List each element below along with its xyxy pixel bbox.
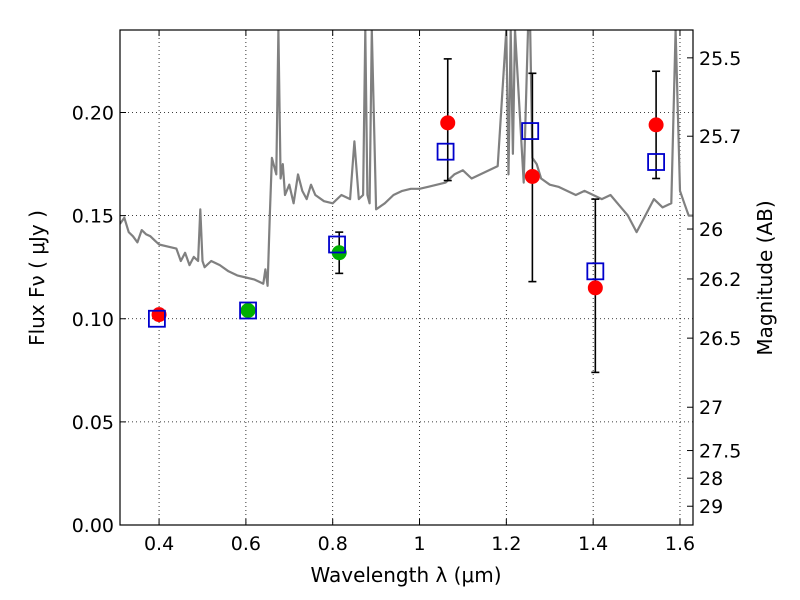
model-flux-square <box>147 309 166 328</box>
x-tick-label: 0.6 <box>231 533 261 555</box>
x-tick-label: 1 <box>413 533 425 555</box>
model-flux-square <box>436 142 455 161</box>
y-tick-label: 0.00 <box>72 515 114 537</box>
model-flux-square <box>239 301 257 320</box>
right-tick-label: 26.2 <box>699 269 741 291</box>
right-tick-label: 26.5 <box>699 328 741 350</box>
x-tick-label: 1.2 <box>491 533 521 555</box>
model-spectrum-line <box>120 30 693 287</box>
y-tick-label: 0.05 <box>72 412 114 434</box>
plot-area <box>120 30 693 374</box>
model-flux-square <box>647 153 666 171</box>
model-flux-square <box>328 235 346 254</box>
observed-fluxes-point <box>440 115 456 131</box>
right-tick-label: 26 <box>699 219 723 241</box>
detected-fluxes-point <box>240 303 256 318</box>
plot-frame <box>119 29 694 526</box>
axis-ticks: 0.4 0.6 0.8 1 1.2 1.4 1.6 0.00 0.05 0.10 0.15 0.20 2… <box>72 30 741 555</box>
x-axis-label: Wavelength λ (μm) <box>310 563 501 587</box>
observed-fluxes-point <box>587 280 603 296</box>
y-tick-label: 0.15 <box>72 206 114 228</box>
observed-fluxes-point <box>151 307 167 323</box>
x-tick-label: 0.8 <box>318 533 348 555</box>
right-tick-label: 27.5 <box>699 441 741 463</box>
right-tick-label: 28 <box>699 468 723 490</box>
grid <box>120 30 693 526</box>
x-tick-label: 1.4 <box>578 533 608 555</box>
right-tick-label: 25.5 <box>699 48 741 70</box>
right-axis-label: Magnitude (AB) <box>753 200 777 355</box>
x-tick-label: 1.6 <box>665 533 695 555</box>
model-flux-square <box>521 122 540 140</box>
y-axis-label: Flux Fν ( μJy ) <box>25 210 49 346</box>
y-tick-label: 0.20 <box>72 103 114 125</box>
observed-fluxes-point <box>524 168 540 184</box>
y-tick-label: 0.10 <box>72 309 114 331</box>
right-tick-label: 27 <box>699 397 723 419</box>
right-tick-label: 25.7 <box>699 126 741 148</box>
right-tick-label: 29 <box>699 496 723 518</box>
observed-fluxes-point <box>648 117 664 133</box>
model-flux-square <box>586 262 605 281</box>
x-tick-label: 0.4 <box>144 533 174 555</box>
